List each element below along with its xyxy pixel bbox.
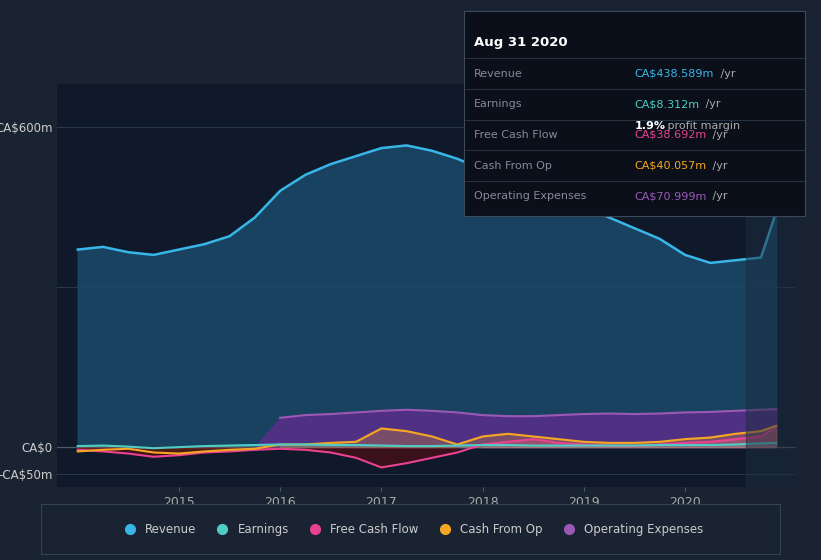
Text: CA$38.692m: CA$38.692m xyxy=(635,130,707,140)
Text: /yr: /yr xyxy=(702,99,720,109)
Text: 1.9%: 1.9% xyxy=(635,120,665,130)
Text: /yr: /yr xyxy=(717,68,735,78)
Text: CA$70.999m: CA$70.999m xyxy=(635,191,707,201)
Text: /yr: /yr xyxy=(709,191,727,201)
Text: /yr: /yr xyxy=(709,161,727,171)
Bar xyxy=(745,84,796,487)
Legend: Revenue, Earnings, Free Cash Flow, Cash From Op, Operating Expenses: Revenue, Earnings, Free Cash Flow, Cash … xyxy=(113,518,708,540)
Text: CA$8.312m: CA$8.312m xyxy=(635,99,699,109)
Text: Earnings: Earnings xyxy=(474,99,523,109)
Text: CA$40.057m: CA$40.057m xyxy=(635,161,706,171)
Text: Revenue: Revenue xyxy=(474,68,523,78)
Text: Free Cash Flow: Free Cash Flow xyxy=(474,130,557,140)
Text: CA$438.589m: CA$438.589m xyxy=(635,68,713,78)
Text: /yr: /yr xyxy=(709,130,727,140)
Text: Cash From Op: Cash From Op xyxy=(474,161,552,171)
Text: Operating Expenses: Operating Expenses xyxy=(474,191,586,201)
Text: profit margin: profit margin xyxy=(664,120,741,130)
Text: Aug 31 2020: Aug 31 2020 xyxy=(474,36,567,49)
